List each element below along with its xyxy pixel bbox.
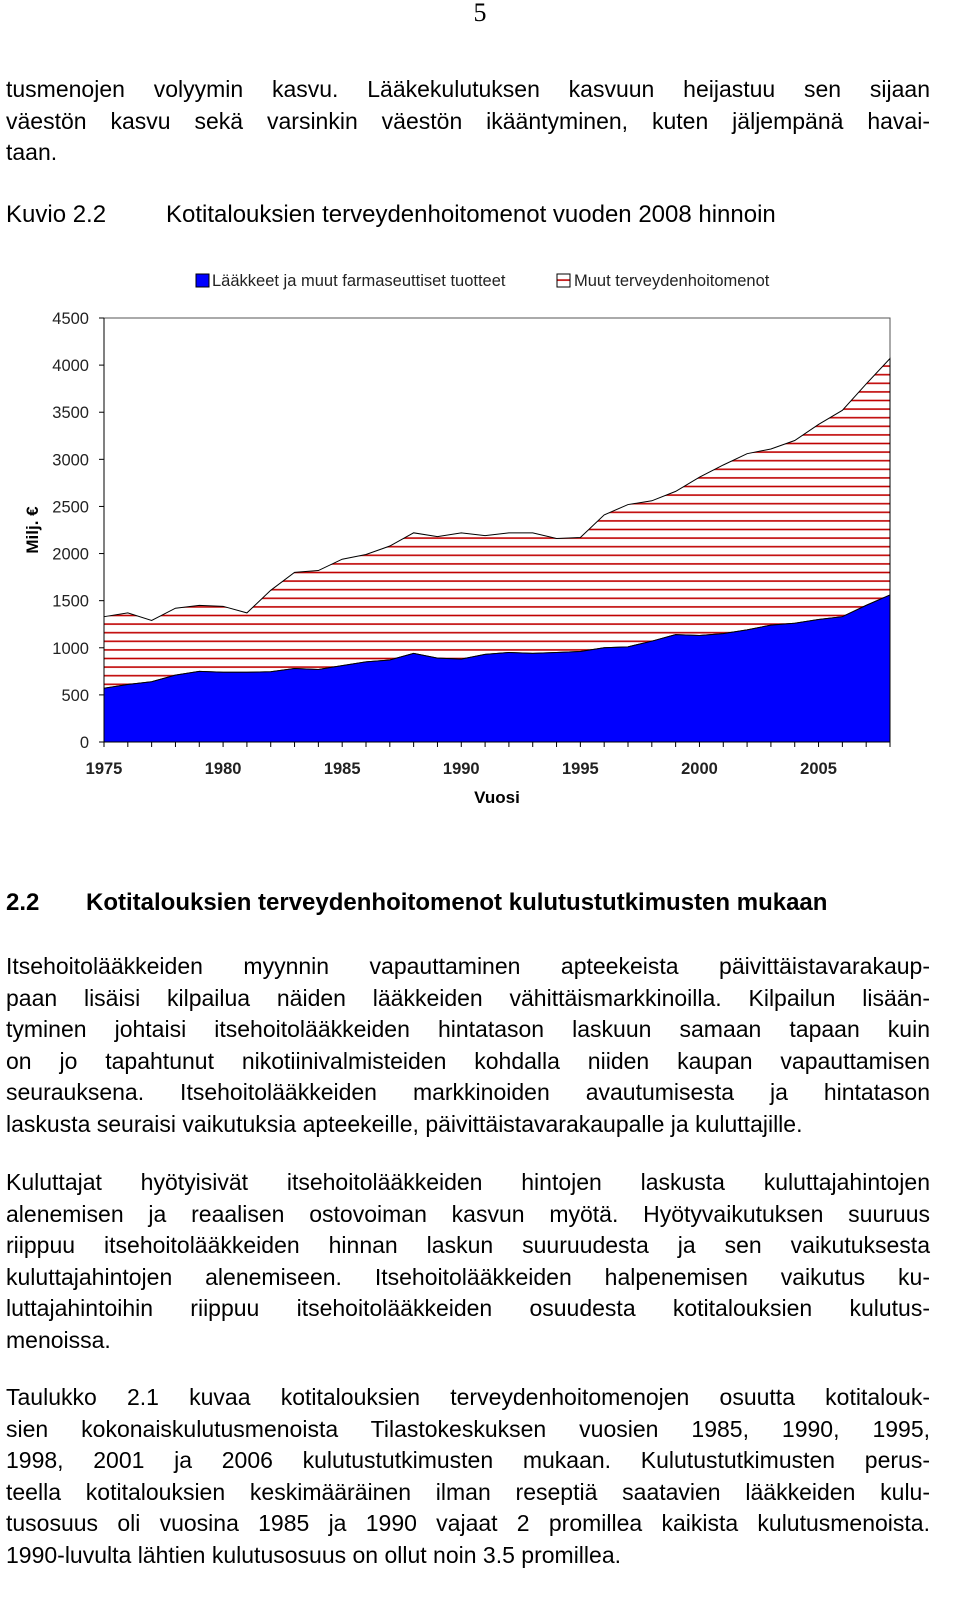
text-line: on jo tapahtunut nikotiinivalmisteiden k… <box>6 1047 930 1074</box>
text-line: kuluttajahintojen alenemiseen. Itsehoito… <box>6 1263 930 1290</box>
x-tick-label: 1985 <box>324 760 361 778</box>
text-line: 1998, 2001 ja 2006 kulutustutkimusten mu… <box>6 1447 930 1473</box>
text-line: alenemisen ja reaalisen ostovoiman kasvu… <box>6 1200 930 1227</box>
text-line: riippuu itsehoitolääkkeiden hinnan lasku… <box>6 1232 930 1258</box>
text-line: Taulukko 2.1 kuvaa kotitalouksien tervey… <box>6 1384 930 1410</box>
y-axis-label: Milj. € <box>23 506 42 554</box>
x-tick-label: 1995 <box>562 760 599 778</box>
y-tick-label: 1500 <box>52 593 89 611</box>
x-axis-ticks: 1975 1980 1985 1990 1995 2000 2005 <box>86 742 891 778</box>
paragraph-1: Itsehoitolääkkeiden myynnin vapauttamine… <box>6 951 930 1140</box>
page-number: 5 <box>473 0 487 27</box>
text-line: Kuluttajat hyötyisivät itsehoitolääkkeid… <box>6 1169 930 1195</box>
legend: Lääkkeet ja muut farmaseuttiset tuotteet… <box>195 272 770 290</box>
x-tick-label: 1990 <box>443 760 480 778</box>
legend-label-other: Muut terveydenhoitomenot <box>574 272 770 290</box>
text-line: teella kotitalouksien keskimääräinen ilm… <box>6 1478 930 1505</box>
y-tick-label: 3000 <box>52 451 89 469</box>
area-medicines <box>103 594 891 743</box>
legend-swatch-medicines <box>195 273 210 288</box>
legend-label-medicines: Lääkkeet ja muut farmaseuttiset tuotteet <box>212 272 506 290</box>
text-line: paan lisäisi kilpailua näiden lääkkeiden… <box>6 984 930 1011</box>
x-tick-label: 2005 <box>800 760 837 778</box>
text-line: taan. <box>6 139 58 165</box>
text-line: Itsehoitolääkkeiden myynnin vapauttamine… <box>6 953 930 979</box>
figure-label: Kuvio 2.2 <box>6 201 107 228</box>
x-tick-label: 1980 <box>205 760 242 778</box>
figure-title: Kotitalouksien terveydenhoitomenot vuode… <box>166 201 776 228</box>
y-tick-label: 500 <box>61 687 89 705</box>
text-line: seurauksena. Itsehoitolääkkeiden markkin… <box>6 1079 930 1105</box>
legend-swatch-other <box>556 273 571 288</box>
text-line: väestön kasvu sekä varsinkin väestön ikä… <box>6 107 930 134</box>
health-expenditure-chart: Lääkkeet ja muut farmaseuttiset tuotteet… <box>23 272 891 807</box>
y-tick-label: 4000 <box>52 357 89 375</box>
text-line: 1990-luvulta lähtien kulutusosuus on oll… <box>6 1541 622 1568</box>
y-tick-label: 2000 <box>52 546 89 564</box>
section-number: 2.2 <box>6 889 40 916</box>
text-line: sien kokonaiskulutusmenoista Tilastokesk… <box>6 1415 930 1442</box>
x-tick-label: 2000 <box>681 760 718 778</box>
y-tick-label: 4500 <box>52 310 89 328</box>
y-tick-label: 2500 <box>52 498 89 516</box>
paragraph-2: Kuluttajat hyötyisivät itsehoitolääkkeid… <box>6 1167 930 1356</box>
text-line: luttajahintoihin riippuu itsehoitolääkke… <box>6 1295 930 1321</box>
x-tick-label: 1975 <box>86 760 123 778</box>
y-tick-label: 1000 <box>52 640 89 658</box>
y-tick-label: 0 <box>80 734 89 752</box>
intro-paragraph: tusmenojen volyymin kasvu. Lääkekulutuks… <box>6 74 930 169</box>
text-line: tyminen johtaisi itsehoitolääkkeiden hin… <box>6 1016 930 1042</box>
y-tick-label: 3500 <box>52 404 89 422</box>
x-axis-label: Vuosi <box>474 788 520 807</box>
section-title: Kotitalouksien terveydenhoitomenot kulut… <box>86 889 828 916</box>
y-axis-ticks: 0 500 1000 1500 2000 2500 3000 3500 4000 4500 <box>52 310 104 752</box>
text-line: tusmenojen volyymin kasvu. Lääkekulutuks… <box>6 76 930 102</box>
text-line: menoissa. <box>6 1326 111 1353</box>
paragraph-3: Taulukko 2.1 kuvaa kotitalouksien tervey… <box>6 1382 930 1571</box>
text-line: laskusta seuraisi vaikutuksia apteekeill… <box>6 1110 803 1137</box>
text-line: tusosuus oli vuosina 1985 ja 1990 vajaat… <box>6 1510 930 1536</box>
